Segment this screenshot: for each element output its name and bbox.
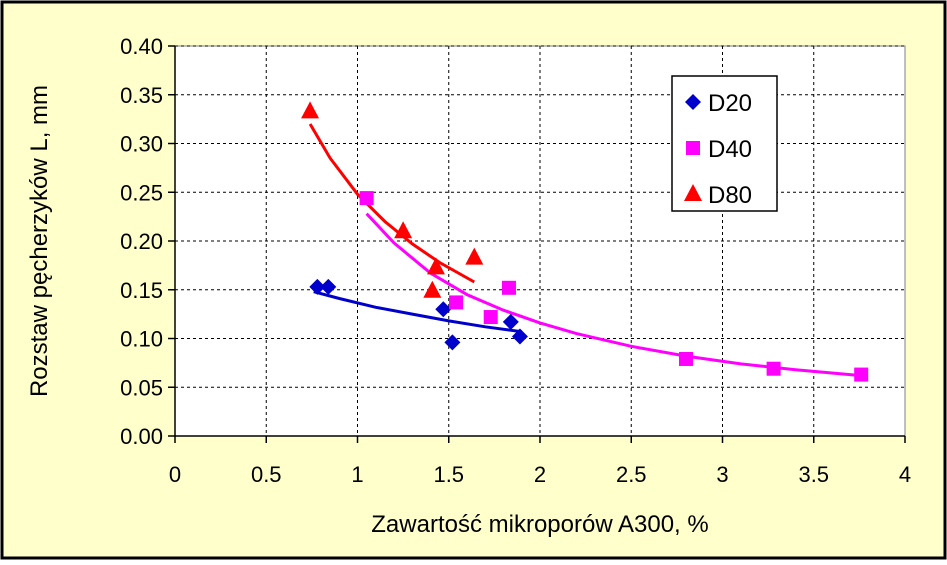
x-tick-label: 4 bbox=[899, 462, 911, 487]
legend-label-d20: D20 bbox=[708, 90, 752, 117]
y-tick-label: 0.00 bbox=[120, 424, 163, 449]
y-tick-labels: 0.00 0.05 0.10 0.15 0.20 0.25 0.30 0.35 0.40 bbox=[120, 34, 163, 449]
data-point-d40 bbox=[679, 351, 693, 366]
legend: D20 D40 D80 bbox=[671, 75, 778, 212]
data-point-d20 bbox=[320, 278, 337, 295]
data-point-d40 bbox=[359, 191, 374, 206]
x-tick-label: 3.5 bbox=[798, 462, 829, 487]
axes bbox=[168, 45, 906, 443]
x-tick-labels: 0 0.5 1 1.5 2 2.5 3 3.5 4 bbox=[169, 462, 911, 487]
data-point-d40 bbox=[483, 310, 498, 325]
y-tick-label: 0.40 bbox=[120, 34, 163, 59]
y-tick-label: 0.05 bbox=[120, 375, 163, 400]
x-tick-label: 0.5 bbox=[251, 462, 282, 487]
y-axis-title: Rozstaw pęcherzyków L, mm bbox=[26, 85, 53, 397]
legend-marker-d80 bbox=[684, 184, 702, 201]
x-tick-label: 2.5 bbox=[616, 462, 647, 487]
data-point-d20 bbox=[502, 313, 519, 330]
x-axis-title: Zawartość mikroporów A300, % bbox=[371, 511, 708, 538]
x-tick-label: 1 bbox=[351, 462, 363, 487]
legend-marker-d40 bbox=[686, 141, 700, 155]
data-point-d40 bbox=[501, 280, 516, 295]
data-point-d40 bbox=[766, 361, 781, 376]
data-point-d80 bbox=[423, 280, 442, 298]
data-point-d80 bbox=[394, 221, 413, 239]
x-tick-label: 1.5 bbox=[433, 462, 464, 487]
data-point-d20 bbox=[309, 278, 326, 295]
data-points bbox=[301, 101, 869, 382]
gridlines bbox=[175, 45, 905, 436]
data-point-d40 bbox=[449, 295, 464, 310]
y-tick-label: 0.15 bbox=[120, 278, 163, 303]
legend-marker-d20 bbox=[685, 94, 701, 110]
legend-label-d40: D40 bbox=[708, 136, 752, 163]
x-tick-label: 0 bbox=[169, 462, 181, 487]
y-tick-label: 0.20 bbox=[120, 229, 163, 254]
y-tick-label: 0.35 bbox=[120, 83, 163, 108]
legend-label-d80: D80 bbox=[708, 182, 752, 209]
data-point-d80 bbox=[465, 247, 484, 265]
trend-line-d40 bbox=[365, 212, 862, 378]
data-point-d20 bbox=[511, 328, 528, 345]
data-point-d20 bbox=[435, 301, 452, 318]
x-tick-label: 2 bbox=[534, 462, 546, 487]
trend-line-d80 bbox=[308, 123, 476, 284]
y-tick-label: 0.10 bbox=[120, 327, 163, 352]
data-point-d80 bbox=[426, 257, 445, 275]
x-tick-label: 3 bbox=[716, 462, 728, 487]
trend-lines bbox=[308, 123, 862, 378]
data-point-d80 bbox=[301, 101, 320, 119]
data-point-d20 bbox=[444, 334, 461, 351]
trend-line-d20 bbox=[313, 290, 522, 334]
y-tick-label: 0.30 bbox=[120, 132, 163, 157]
y-tick-label: 0.25 bbox=[120, 180, 163, 205]
data-point-d40 bbox=[854, 367, 869, 382]
